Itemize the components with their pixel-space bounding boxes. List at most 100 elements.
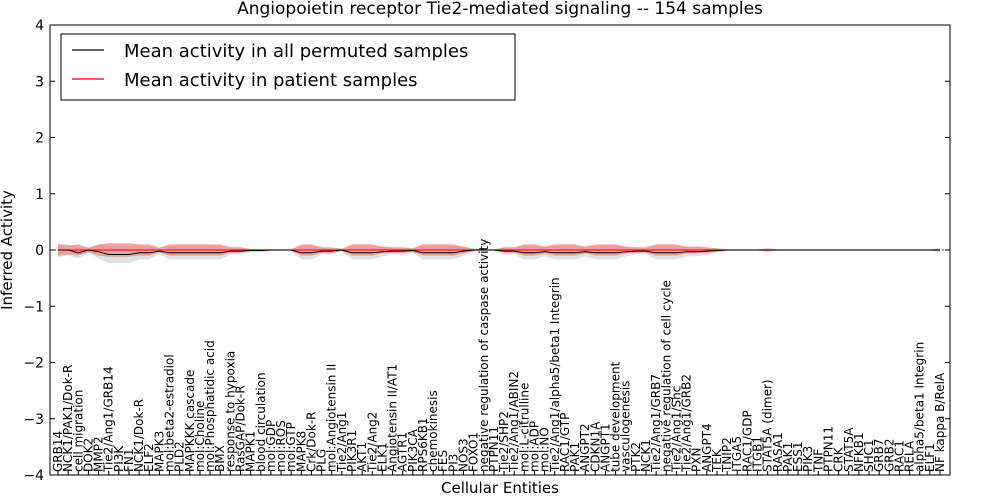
x-tick-label: NFKB1 bbox=[852, 432, 866, 472]
y-tick-label: 4 bbox=[35, 18, 44, 34]
x-tick-label: PI3K bbox=[112, 445, 126, 472]
x-tick-label: ELF1 bbox=[923, 443, 937, 472]
x-tick-label: mol:ADP bbox=[527, 421, 541, 472]
x-tick-label: AGTR1 bbox=[396, 432, 410, 472]
legend: Mean activity in all permuted samples Me… bbox=[60, 33, 516, 101]
permuted-mean-line bbox=[58, 249, 940, 255]
x-tick-label: ESS1 bbox=[791, 442, 805, 472]
x-tick-label: PAK1 bbox=[781, 442, 795, 472]
x-tick-label: ELF2 bbox=[142, 443, 156, 472]
x-tick-label: mol:GTP bbox=[284, 422, 298, 472]
x-axis-label: Cellular Entities bbox=[441, 479, 559, 497]
x-tick-label: mol:Phosphatidic acid bbox=[203, 340, 217, 472]
x-tick-label: GRB2 bbox=[882, 438, 896, 472]
y-tick-label: 2 bbox=[35, 131, 44, 147]
x-tick-label: mol:ROS bbox=[274, 420, 288, 472]
legend-label-permuted: Mean activity in all permuted samples bbox=[124, 41, 468, 62]
chart-title: Angiopoietin receptor Tie2-mediated sign… bbox=[237, 0, 763, 19]
x-tick-label: PIK3R1 bbox=[345, 430, 359, 472]
x-tick-label: Angiotensin II/AT1 bbox=[386, 364, 400, 472]
y-axis-label: Inferred Activity bbox=[0, 190, 16, 310]
x-tick-label: mol:Angiotensin II bbox=[325, 364, 339, 472]
x-tick-label: Tie2/Ang1/GRB14 bbox=[102, 366, 116, 473]
x-tick-label: Tie2/SHP2 bbox=[497, 411, 511, 473]
line-layer bbox=[58, 249, 940, 255]
x-tick-label: BMX bbox=[213, 445, 227, 472]
permuted-band bbox=[58, 243, 940, 263]
x-tick-label: RASA1 bbox=[771, 432, 785, 472]
y-tick-label: 1 bbox=[35, 187, 44, 203]
x-tick-label: NCK1/PAK1/Dok-R bbox=[61, 365, 75, 472]
x-tick-label: Tie2/Ang2 bbox=[365, 412, 379, 473]
x-tick-label: SHC1 bbox=[862, 439, 876, 472]
x-tick-label: DOK2 bbox=[81, 438, 95, 472]
x-tick-label: alpha5/beta1 Integrin bbox=[913, 342, 927, 472]
x-tick-label: ITGA5 bbox=[730, 436, 744, 472]
x-tick-label: MAPK1 bbox=[244, 431, 258, 472]
x-tick-label: CDKN1A bbox=[588, 421, 602, 472]
x-tick-label: mol:NO bbox=[538, 427, 552, 472]
x-tick-label: Tie2/Ang1/GRB7 bbox=[649, 374, 663, 473]
x-tick-label: GRB14 bbox=[51, 431, 65, 472]
y-tick-label: −4 bbox=[23, 468, 44, 484]
x-tick-label: PLD2 bbox=[173, 441, 187, 472]
x-tick-label: NF kappa B/RelA bbox=[933, 372, 947, 472]
x-tick-label: TNF bbox=[811, 449, 825, 473]
x-tick-label: ANGPT4 bbox=[700, 423, 714, 472]
y-tick-label: −1 bbox=[23, 299, 44, 315]
x-tick-label: mol:beta2-estradiol bbox=[163, 354, 177, 472]
x-tick-label: PI3 bbox=[446, 454, 460, 472]
x-tick-label: MAPK8 bbox=[294, 431, 308, 472]
y-tick-label: −2 bbox=[23, 356, 44, 372]
x-tick-label: AKT1 bbox=[355, 442, 369, 472]
x-tick-label: PXN bbox=[690, 448, 704, 472]
plot-frame bbox=[49, 24, 951, 476]
legend-label-patient: Mean activity in patient samples bbox=[124, 70, 418, 91]
x-tick-label: Tie2/Ang1/Shc bbox=[669, 386, 683, 473]
x-tick-label: STAT5A bbox=[842, 427, 856, 472]
x-tick-label: Tie2/Ang1/alpha5/beta1 Integrin bbox=[548, 277, 562, 473]
x-tick-label: PTPN11 bbox=[487, 426, 501, 472]
x-tick-label: tube development bbox=[609, 361, 623, 472]
x-tick-label: Tie2/Ang1 bbox=[335, 412, 349, 473]
x-tick-label: RasGAP/Dok-R bbox=[233, 385, 247, 472]
x-tick-label: PLG bbox=[315, 449, 329, 472]
y-tick-label: 0 bbox=[35, 243, 44, 259]
x-tick-label: chemokinesis bbox=[426, 390, 440, 472]
x-tick-label: PIK3 bbox=[801, 446, 815, 472]
x-tick-label: PAK1 bbox=[568, 442, 582, 472]
x-tick-label: Tie2/Ang1/GRB2 bbox=[680, 374, 694, 473]
x-tick-label: TNIP2 bbox=[720, 437, 734, 473]
x-tick-label: cell migration bbox=[71, 390, 85, 472]
x-tick-label: MMP2 bbox=[92, 436, 106, 472]
x-tick-label: Tie2/Ang1/ABIN2 bbox=[507, 371, 521, 473]
x-tick-label: FN1 bbox=[122, 448, 136, 472]
x-tick-label: RAC1 bbox=[892, 440, 906, 472]
x-tick-label: negative regulation of cell cycle bbox=[659, 280, 673, 472]
x-tick-label: FES bbox=[436, 450, 450, 472]
x-tick-label: NCK1/Dok-R bbox=[132, 399, 146, 472]
x-tick-label: CRK bbox=[832, 446, 846, 472]
x-tick-label: NCK1 bbox=[639, 439, 653, 472]
x-tick-label: ANGPT1 bbox=[598, 423, 612, 472]
x-tick-label: FOXO1 bbox=[467, 432, 481, 472]
x-tick-label: GRB7 bbox=[872, 438, 886, 472]
x-tick-label: RAC1/GTP bbox=[558, 413, 572, 472]
x-tick-label: ITGB1 bbox=[751, 436, 765, 472]
x-tick-label: blood circulation bbox=[254, 372, 268, 472]
x-tick-label: NOS3 bbox=[457, 438, 471, 472]
x-tick-label: PTPN11 bbox=[821, 426, 835, 472]
x-tick-label: PTK2 bbox=[629, 442, 643, 472]
y-axis: 4 3 2 1 0 −1 −2 −3 −4 bbox=[23, 18, 950, 484]
y-tick-label: −3 bbox=[23, 412, 44, 428]
x-tick-label: STAT5A (dimer) bbox=[761, 379, 775, 472]
x-tick-label: mol:L-citrulline bbox=[517, 383, 531, 472]
x-tick-label: RAC1/GDP bbox=[740, 410, 754, 472]
x-tick-label: mol:Choline bbox=[193, 401, 207, 472]
x-tick-label: response to hypoxia bbox=[223, 351, 237, 472]
y-tick-label: 3 bbox=[35, 74, 44, 90]
x-tick-label: negative regulation of caspase activity bbox=[477, 239, 491, 472]
